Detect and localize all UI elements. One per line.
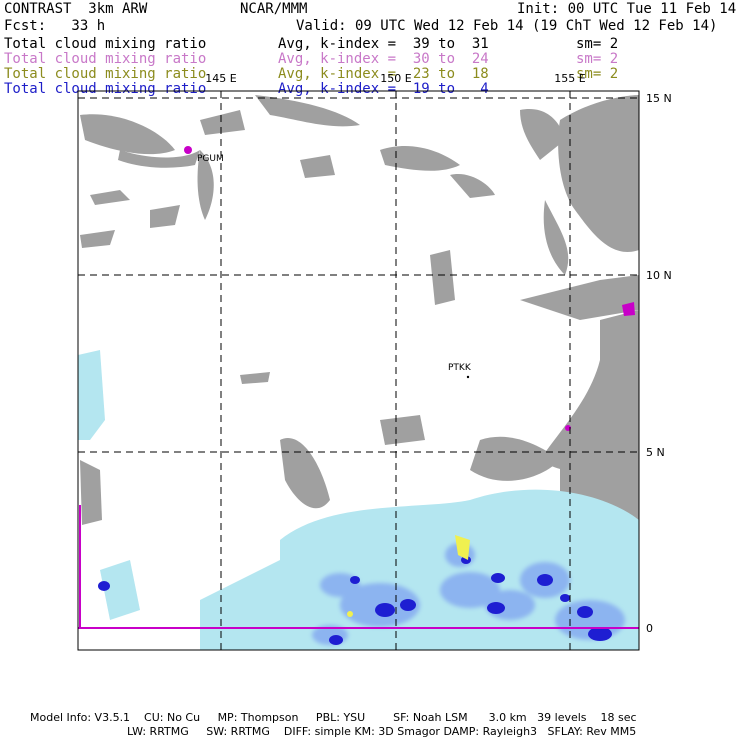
forecast-hour: Fcst: 33 h	[4, 18, 106, 34]
model-title: CONTRAST 3km ARW	[4, 1, 148, 17]
valid-time: Valid: 09 UTC Wed 12 Feb 14 (19 ChT Wed …	[296, 18, 718, 34]
yellow-cloud-features	[347, 535, 470, 617]
model-info-line-1: Model Info: V3.5.1 CU: No Cu MP: Thompso…	[30, 711, 637, 724]
field-name-1: Total cloud mixing ratio	[4, 36, 207, 52]
station-marker-ptkk	[466, 375, 470, 379]
cloud-field-layer	[78, 95, 639, 650]
gray-cloud-areas	[80, 95, 639, 543]
lat-lon-grid	[78, 91, 639, 650]
lon-label-145e: 145 E	[205, 72, 236, 85]
field-name-4: Total cloud mixing ratio	[4, 81, 207, 97]
map-border	[77, 90, 640, 651]
lat-label-equator: 0	[646, 622, 653, 635]
lat-label-15n: 15 N	[646, 92, 672, 105]
field-name-2: Total cloud mixing ratio	[4, 51, 207, 67]
init-time: Init: 00 UTC Tue 11 Feb 14	[517, 1, 737, 17]
lon-label-150e: 150 E	[380, 72, 411, 85]
field-smooth-2: sm= 2	[576, 51, 619, 67]
model-info-line-2: LW: RRTMG SW: RRTMG DIFF: simple KM: 3D …	[127, 725, 637, 738]
field-smooth-3: sm= 2	[576, 66, 619, 82]
dark-blue-cloud-cores	[98, 556, 612, 645]
field-range-2: Avg, k-index = 30 to 24	[278, 51, 489, 67]
lon-label-155e: 155 E	[554, 72, 585, 85]
field-range-1: Avg, k-index = 39 to 31	[278, 36, 489, 52]
field-range-4: Avg, k-index = 19 to 4	[278, 81, 489, 97]
field-smooth-1: sm= 2	[576, 36, 619, 52]
lat-label-5n: 5 N	[646, 446, 665, 459]
organization-label: NCAR/MMM	[240, 1, 308, 17]
lat-label-10n: 10 N	[646, 269, 672, 282]
station-label-ptkk: PTKK	[448, 363, 472, 373]
field-name-3: Total cloud mixing ratio	[4, 66, 207, 82]
station-label-pgum: PGUM	[197, 154, 224, 164]
field-range-3: Avg, k-index = 23 to 18	[278, 66, 489, 82]
